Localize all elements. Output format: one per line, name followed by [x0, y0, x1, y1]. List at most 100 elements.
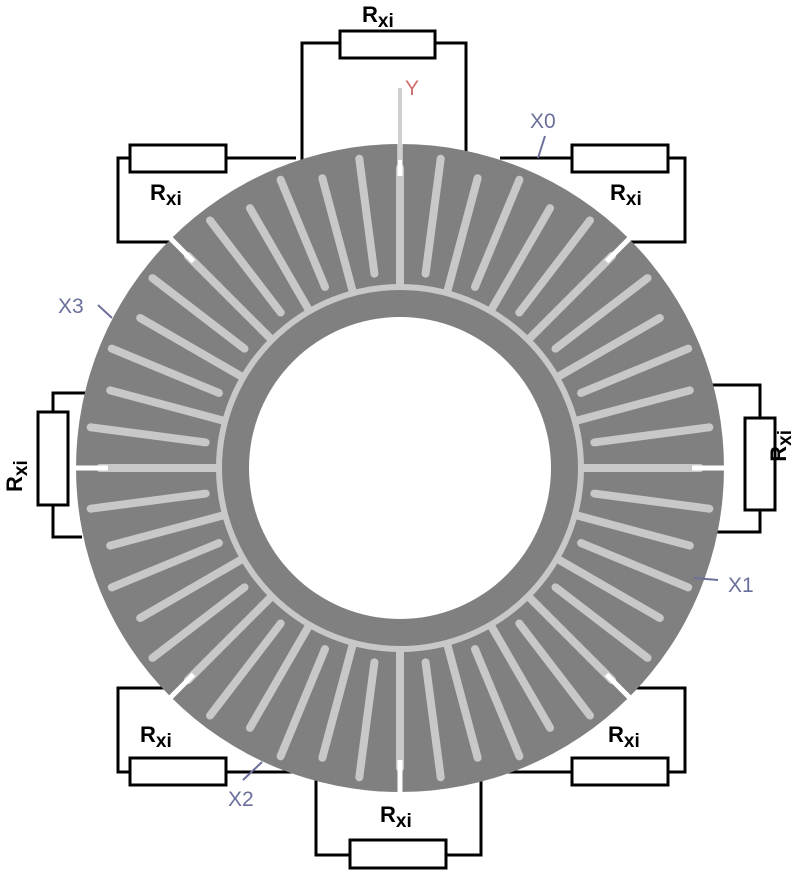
- comb-finger: [106, 386, 227, 425]
- comb-finger: [106, 511, 227, 550]
- ring-segment-notch: [166, 234, 196, 264]
- comb-finger: [573, 511, 694, 550]
- comb-finger: [421, 154, 445, 278]
- comb-finger: [183, 251, 274, 342]
- wire-top-right: [500, 156, 687, 244]
- comb-finger: [471, 645, 524, 761]
- resistor-bottom-left: [128, 756, 228, 787]
- resistor-left-main: R: [2, 476, 27, 492]
- resistor-bottom-left-main: R: [140, 722, 156, 747]
- leader-x0: [537, 135, 546, 159]
- resistor-left: [36, 410, 70, 507]
- comb-finger: [206, 619, 285, 720]
- resistor-right-label: Rxi: [766, 430, 796, 462]
- resistor-bottom-right-sub: xi: [624, 731, 640, 752]
- terminal-labels: Y X0 X1 X2 X3: [58, 77, 754, 811]
- leader-x1: [693, 577, 719, 581]
- terminal-leaders: [97, 88, 719, 781]
- resistor-bottom-label: Rxi: [380, 802, 412, 832]
- comb-finger: [515, 216, 594, 317]
- comb-finger: [526, 594, 617, 685]
- terminal-x1-label: X1: [728, 574, 754, 597]
- resistor-bottom-right-label: Rxi: [608, 722, 640, 752]
- comb-finger: [577, 344, 693, 397]
- comb-finger: [318, 641, 357, 762]
- resistor-top-right-sub: xi: [626, 189, 642, 210]
- resistor-bottom-right: [570, 756, 670, 787]
- comb-finger: [246, 623, 312, 732]
- resistor-top-left-sub: xi: [166, 189, 182, 210]
- comb-finger: [355, 658, 379, 782]
- resistor-right-main: R: [766, 446, 791, 462]
- comb-finger: [488, 623, 554, 732]
- resistor-top-main: R: [362, 2, 378, 27]
- resistor-top-right: [570, 143, 670, 174]
- ring-center-hole: [249, 317, 551, 619]
- terminal-y-label: Y: [405, 77, 419, 100]
- comb-finger: [515, 619, 594, 720]
- comb-finger: [555, 556, 664, 622]
- terminal-x0-label: X0: [530, 110, 556, 133]
- resistor-top: [338, 29, 437, 60]
- resistor-top-right-label: Rxi: [610, 180, 642, 210]
- terminal-x2-label: X2: [228, 788, 254, 811]
- comb-finger: [206, 216, 285, 317]
- inner-electrode-segment: [233, 301, 382, 450]
- comb-finger: [590, 423, 714, 447]
- comb-finger: [355, 154, 379, 278]
- resistor-bottom-right-main: R: [608, 722, 624, 747]
- ring-segment-notch: [166, 672, 196, 702]
- comb-finger: [246, 204, 312, 313]
- resistor-top-left: [128, 143, 228, 174]
- comb-finger: [107, 539, 223, 592]
- comb-finger: [573, 386, 694, 425]
- resistor-top-sub: xi: [378, 11, 394, 32]
- comb-finger: [555, 314, 664, 380]
- comb-finger: [551, 583, 652, 662]
- wire-right: [706, 383, 762, 534]
- ring-segment-notch: [604, 672, 634, 702]
- comb-finger: [443, 174, 482, 295]
- comb-finger: [148, 274, 249, 353]
- resistor-top-left-main: R: [150, 180, 166, 205]
- wire-bottom-right: [505, 686, 687, 774]
- comb-finger: [86, 423, 210, 447]
- inner-electrode-segment: [233, 486, 382, 635]
- comb-finger: [136, 556, 245, 622]
- comb-finger: [488, 204, 554, 313]
- resistor-right-sub: xi: [775, 430, 796, 446]
- comb-finger: [107, 344, 223, 397]
- wire-bottom-left: [116, 686, 300, 774]
- comb-finger: [590, 489, 714, 513]
- resistor-bottom: [348, 838, 448, 870]
- comb-finger: [443, 641, 482, 762]
- resistor-bottom-left-label: Rxi: [140, 722, 172, 752]
- resistor-left-label: Rxi: [2, 460, 32, 492]
- wire-top-left: [116, 156, 296, 244]
- wire-bottom: [314, 778, 483, 857]
- comb-finger: [526, 251, 617, 342]
- wire-top: [300, 41, 468, 160]
- leader-x2: [242, 761, 263, 781]
- comb-finger: [276, 175, 329, 291]
- resistor-wiring: [51, 41, 762, 857]
- resistor-bottom-left-sub: xi: [156, 731, 172, 752]
- resistor-bottom-sub: xi: [396, 811, 412, 832]
- ring-segment-notch: [604, 234, 634, 264]
- resistor-top-left-label: Rxi: [150, 180, 182, 210]
- resistor-top-label: Rxi: [362, 2, 394, 32]
- comb-finger: [551, 274, 652, 353]
- comb-finger: [421, 658, 445, 782]
- comb-finger: [86, 489, 210, 513]
- comb-finger: [148, 583, 249, 662]
- comb-finger: [577, 539, 693, 592]
- resistor-top-right-main: R: [610, 180, 626, 205]
- resistors: [36, 29, 777, 870]
- resistor-left-sub: xi: [11, 460, 32, 476]
- inner-electrode-segment: [418, 486, 567, 635]
- inner-electrode-segment: [418, 301, 567, 450]
- comb-ring: [72, 140, 728, 796]
- terminal-x3-label: X3: [58, 295, 84, 318]
- leader-x3: [97, 304, 113, 319]
